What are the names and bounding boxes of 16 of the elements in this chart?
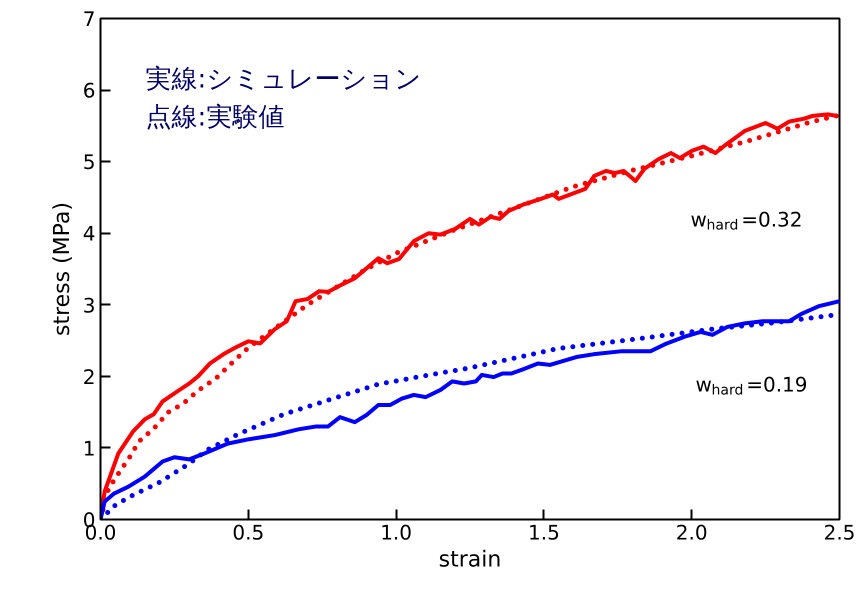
x-tick-label: 2.0 bbox=[676, 520, 708, 544]
y-tick-label: 5 bbox=[82, 150, 96, 174]
x-tick-label: 1.0 bbox=[380, 520, 412, 544]
x-tick-label: 0.5 bbox=[232, 520, 264, 544]
x-tick-label: 1.5 bbox=[528, 520, 560, 544]
y-tick-label: 6 bbox=[82, 78, 96, 103]
annotation: 実線:シミュレーション bbox=[146, 64, 422, 94]
y-tick-label: 4 bbox=[82, 222, 96, 246]
x-axis-title: strain bbox=[438, 548, 502, 572]
annotation: 点線:実験値 bbox=[146, 102, 284, 132]
y-tick-label: 2 bbox=[82, 364, 96, 389]
y-tick-label: 7 bbox=[82, 7, 96, 31]
x-tick-label: 2.5 bbox=[824, 520, 856, 544]
y-tick-label: 3 bbox=[82, 293, 96, 318]
y-tick-label: 1 bbox=[82, 436, 96, 460]
y-axis-title: stress (MPa) bbox=[50, 202, 75, 336]
